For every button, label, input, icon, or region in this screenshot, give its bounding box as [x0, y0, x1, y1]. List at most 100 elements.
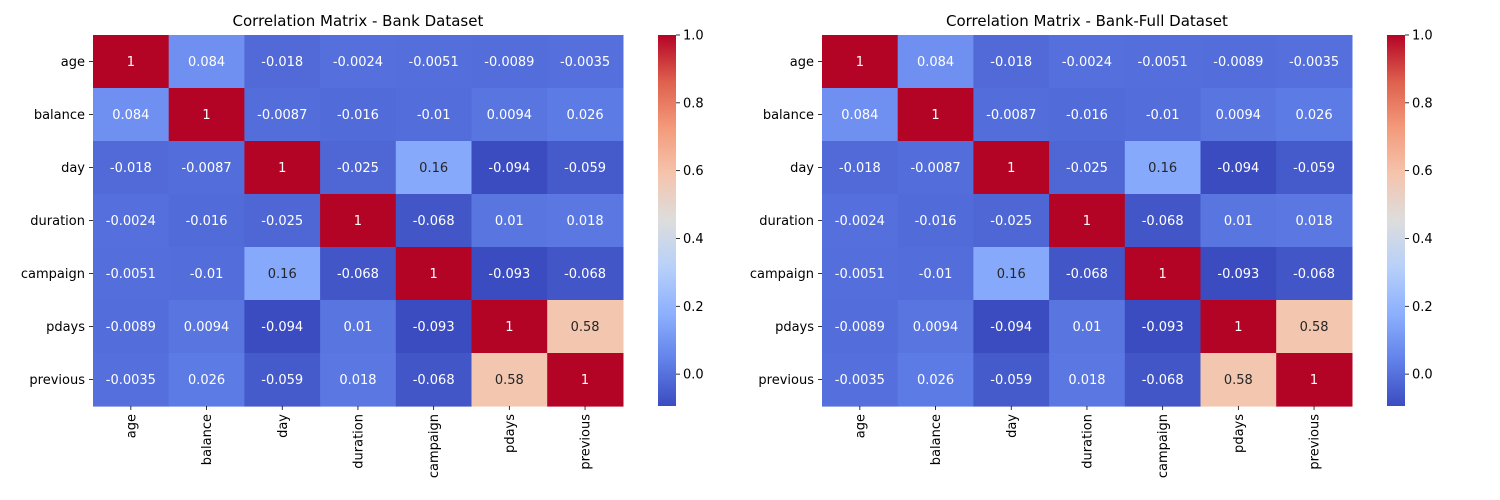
cell-value-label: -0.016: [186, 214, 228, 229]
heatmap-cell: [471, 300, 548, 354]
heatmap-cell: [93, 141, 170, 195]
heatmap-cell: [244, 353, 321, 407]
x-tick-label: previous: [1308, 414, 1323, 470]
cell-value-label: -0.0051: [106, 267, 156, 282]
heatmap-cell: [973, 300, 1050, 354]
y-tick-label: campaign: [21, 267, 85, 282]
cell-value-label: -0.059: [990, 373, 1032, 388]
heatmap-cell: [320, 247, 397, 301]
heatmap-cell: [973, 353, 1050, 407]
heatmap-cell: [1276, 353, 1353, 407]
cell-value-label: -0.018: [990, 55, 1032, 70]
cell-value-label: 1: [505, 320, 513, 335]
cell-value-label: -0.0024: [106, 214, 156, 229]
heatmap-cell: [93, 300, 170, 354]
y-tick-label: pdays: [46, 320, 85, 335]
cell-value-label: -0.0035: [560, 55, 610, 70]
cell-value-label: -0.0024: [1062, 55, 1112, 70]
heatmap-cell: [897, 247, 974, 301]
heatmap-cell: [395, 247, 473, 301]
heatmap-cell: [1049, 194, 1126, 248]
heatmap-cell: [1276, 88, 1353, 142]
heatmap-cell: [547, 194, 624, 248]
y-tick-label: balance: [34, 108, 85, 123]
x-tick-label: day: [276, 414, 291, 438]
heatmap-cell: [244, 141, 321, 195]
colorbar-tick-label: 0.2: [1412, 300, 1433, 315]
y-tick-label: day: [61, 161, 85, 176]
cell-value-label: 0.16: [268, 267, 297, 282]
heatmap-cell: [93, 353, 170, 407]
y-tick-label: balance: [763, 108, 814, 123]
cell-value-label: 0.0094: [487, 108, 533, 123]
heatmap-cell: [897, 141, 974, 195]
heatmap-cell: [822, 300, 899, 354]
x-tick-label: campaign: [427, 414, 442, 478]
heatmap-cell: [822, 247, 899, 301]
x-tick-label: pdays: [1232, 414, 1247, 453]
heatmap-cell: [1124, 300, 1202, 354]
cell-value-label: 0.0094: [1216, 108, 1262, 123]
cell-value-label: -0.0087: [986, 108, 1036, 123]
cell-value-label: 0.084: [917, 55, 954, 70]
cell-value-label: -0.094: [1217, 161, 1259, 176]
y-tick-label: duration: [759, 214, 814, 229]
heatmap-cell: [897, 35, 974, 89]
heatmap-cell: [822, 35, 899, 89]
cell-value-label: -0.0087: [910, 161, 960, 176]
cell-value-label: 1: [430, 267, 438, 282]
y-tick-label: day: [790, 161, 814, 176]
heatmap-panel-1: Correlation Matrix - Bank Dataset 1 0.084 -…: [21, 12, 704, 478]
heatmap-cell: [93, 247, 170, 301]
heatmap-cell: [244, 247, 321, 301]
heatmap-cell: [471, 35, 548, 89]
heatmap-cell: [1200, 194, 1277, 248]
cell-value-label: 1: [278, 161, 286, 176]
heatmap-cell: [320, 353, 397, 407]
y-tick-label: campaign: [750, 267, 814, 282]
heatmap-cell: [320, 141, 397, 195]
cell-value-label: 0.0094: [913, 320, 959, 335]
x-tick-label: pdays: [503, 414, 518, 453]
cell-value-label: -0.0051: [409, 55, 459, 70]
heatmap-cell: [320, 194, 397, 248]
cell-value-label: 0.58: [571, 320, 600, 335]
heatmap-cell: [244, 300, 321, 354]
cell-value-label: -0.094: [990, 320, 1032, 335]
cell-value-label: -0.068: [337, 267, 379, 282]
heatmap-cell: [973, 194, 1050, 248]
heatmap-cell: [1124, 194, 1202, 248]
cell-value-label: 0.018: [1295, 214, 1332, 229]
cell-value-label: 0.018: [566, 214, 603, 229]
cell-value-label: -0.018: [839, 161, 881, 176]
cell-value-label: 1: [1007, 161, 1015, 176]
cell-value-label: -0.068: [564, 267, 606, 282]
x-tick-label: campaign: [1156, 414, 1171, 478]
cell-value-label: 1: [127, 55, 135, 70]
heatmap-cell: [822, 141, 899, 195]
cell-value-label: 0.01: [495, 214, 524, 229]
cell-value-label: -0.018: [110, 161, 152, 176]
colorbar-tick-label: 0.0: [683, 368, 704, 383]
cell-value-label: -0.01: [1146, 108, 1180, 123]
cell-value-label: -0.0089: [484, 55, 534, 70]
heatmap-cell: [547, 141, 624, 195]
cell-value-label: 1: [202, 108, 210, 123]
cell-value-label: 0.01: [343, 320, 372, 335]
x-tick-label: duration: [351, 414, 366, 469]
heatmap-cell: [471, 194, 548, 248]
heatmap-cell: [244, 194, 321, 248]
heatmap-cell: [93, 35, 170, 89]
cell-value-label: -0.01: [190, 267, 224, 282]
heatmap-cell: [1124, 88, 1202, 142]
x-tick-label: duration: [1080, 414, 1095, 469]
heatmap-cell: [471, 353, 548, 407]
cell-value-label: -0.068: [1142, 214, 1184, 229]
heatmap-cell: [1124, 141, 1202, 195]
heatmap-cell: [547, 35, 624, 89]
cell-value-label: -0.0024: [333, 55, 383, 70]
colorbar-tick-label: 0.6: [683, 164, 704, 179]
heatmap-cell: [1049, 141, 1126, 195]
heatmap-cell: [1200, 353, 1277, 407]
heatmap-cell: [822, 353, 899, 407]
